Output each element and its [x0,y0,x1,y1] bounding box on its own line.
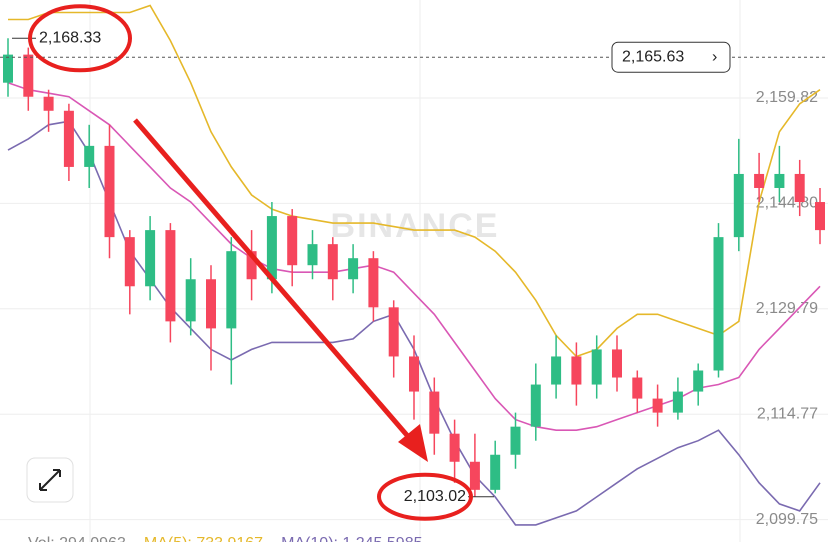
candle-body [145,230,156,287]
band-line [7,81,821,431]
candles [3,38,825,497]
last-price-box [611,41,731,73]
candle-body [591,349,602,385]
annotations: 2,165.63 › 2,168.33 2,103.02 [0,4,828,521]
candle-body [733,173,744,238]
footer: Vol: 294.0963 MA(5): 733.9167 MA(10): 1,24… [28,535,423,542]
high-label: 2,168.33 [39,29,101,46]
candle-body [43,96,54,111]
last-price-label: 2,165.63 [622,48,684,65]
candle-body [23,54,34,97]
candle-body [794,173,805,203]
candle-body [327,244,338,280]
candle-body [287,216,298,266]
candle-body [388,307,399,357]
low-circle [377,472,473,521]
candle-body [307,244,318,266]
candle-body [652,398,663,413]
candle-body [124,237,135,287]
footer-stat: MA(5): 733.9167 [144,535,263,542]
arrow-head [398,424,428,462]
candle-body [469,461,480,490]
candle-body [84,145,95,167]
trend-arrow [133,118,420,450]
footer-stat: MA(10): 1,245.5985 [281,535,423,542]
candle-body [63,110,74,167]
last-price-arrow: › [712,48,717,65]
candle-body [490,454,501,490]
expand-button[interactable] [26,457,74,503]
candle-body [348,258,359,280]
candle-body [104,145,115,238]
candle-body [632,377,643,399]
candle-body [612,349,622,378]
grid: 2,159.822,144.802,129.792,114.772,099.75 [0,89,828,528]
candle-body [449,433,460,462]
candle-body [510,426,521,455]
candle-body [713,237,724,371]
y-tick-label: 2,129.79 [756,300,818,317]
watermark: BINANCE [331,207,500,245]
candle-body [754,173,765,188]
y-tick-label: 2,114.77 [757,405,818,422]
candle-body [693,370,704,392]
candle-body [551,356,562,385]
candle-body [774,173,785,188]
y-tick-label: 2,144.80 [756,195,818,212]
candle-body [672,391,683,413]
band-line [8,4,821,358]
footer-stat: Vol: 294.0963 [28,535,126,542]
candle-body [429,391,440,434]
candle-body [246,251,257,280]
candle-body [530,384,541,427]
candle-body [165,230,176,322]
candle-body [266,216,277,280]
high-circle [28,4,132,73]
candle-body [206,279,216,329]
candle-body [185,279,196,322]
candle-body [409,356,419,392]
candle-body [571,356,582,385]
y-tick-label: 2,099.75 [756,511,818,528]
candle-body [815,202,825,231]
low-label: 2,103.02 [404,488,466,505]
band-line [7,120,821,526]
candle-body [226,251,237,329]
candle-body [3,54,13,83]
candle-body [368,258,379,308]
expand-icon [39,469,61,491]
